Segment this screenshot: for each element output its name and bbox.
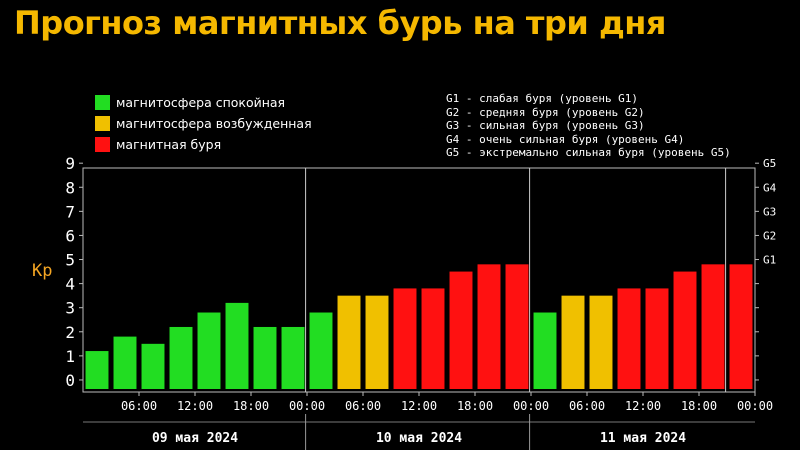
y-tick-label: 7	[65, 202, 75, 221]
day-label: 09 мая 2024	[152, 431, 238, 446]
g-axis-label: G3	[763, 205, 776, 218]
kp-bar	[421, 288, 445, 389]
legend-swatch-quiet	[95, 95, 110, 110]
x-tick-label: 00:00	[513, 399, 549, 413]
kp-bar	[197, 312, 221, 389]
g-scale-item-g3: G3 - сильная буря (уровень G3)	[446, 119, 645, 133]
x-tick-label: 00:00	[737, 399, 773, 413]
legend-swatch-storm	[95, 137, 110, 152]
kp-bar	[337, 295, 361, 389]
g-axis-label: G1	[763, 254, 776, 267]
y-tick-label: 8	[65, 178, 75, 197]
x-tick-label: 18:00	[681, 399, 717, 413]
kp-bar	[169, 326, 193, 389]
kp-bar	[393, 288, 417, 389]
color-legend: магнитосфера спокойная магнитосфера возб…	[95, 92, 312, 155]
legend-label-active: магнитосфера возбужденная	[116, 116, 312, 131]
kp-bar	[113, 336, 137, 389]
legend-item-active: магнитосфера возбужденная	[95, 113, 312, 134]
page-title: Прогноз магнитных бурь на три дня	[14, 4, 666, 42]
kp-bar	[533, 312, 557, 389]
legend-swatch-active	[95, 116, 110, 131]
g-scale-item-g2: G2 - средняя буря (уровень G2)	[446, 105, 645, 119]
g-axis-label: G5	[763, 157, 776, 170]
y-axis-label: Kp	[32, 261, 52, 281]
y-tick-label: 3	[65, 299, 75, 318]
kp-bar	[617, 288, 641, 389]
legend-label-quiet: магнитосфера спокойная	[116, 95, 286, 110]
kp-bar	[505, 264, 529, 389]
kp-bar	[253, 326, 277, 389]
y-tick-label: 2	[65, 323, 75, 342]
x-tick-label: 12:00	[625, 399, 661, 413]
kp-bar	[673, 271, 697, 389]
kp-bar	[729, 264, 753, 389]
x-tick-label: 06:00	[121, 399, 157, 413]
kp-bar	[589, 295, 613, 389]
kp-bar	[477, 264, 501, 389]
g-scale-legend: G1 - слабая буря (уровень G1) G2 - средн…	[446, 92, 731, 160]
x-tick-label: 12:00	[401, 399, 437, 413]
legend-item-storm: магнитная буря	[95, 134, 312, 155]
kp-bar	[225, 302, 249, 389]
kp-bar	[365, 295, 389, 389]
kp-bar	[645, 288, 669, 389]
g-scale-item-g5: G5 - экстремально сильная буря (уровень …	[446, 146, 731, 160]
y-tick-label: 9	[65, 154, 75, 173]
x-tick-label: 18:00	[233, 399, 269, 413]
y-tick-label: 6	[65, 226, 75, 245]
day-label: 10 мая 2024	[376, 431, 462, 446]
x-tick-label: 00:00	[289, 399, 325, 413]
kp-bar	[281, 326, 305, 389]
legend-label-storm: магнитная буря	[116, 137, 222, 152]
y-tick-label: 4	[65, 275, 75, 294]
kp-bar	[449, 271, 473, 389]
x-tick-label: 12:00	[177, 399, 213, 413]
x-tick-label: 06:00	[569, 399, 605, 413]
kp-bar	[309, 312, 333, 389]
g-scale-item-g1: G1 - слабая буря (уровень G1)	[446, 92, 639, 105]
kp-bar	[85, 351, 109, 389]
y-tick-label: 0	[65, 371, 75, 390]
kp-bar	[561, 295, 585, 389]
g-axis-label: G2	[763, 229, 776, 242]
kp-bar	[701, 264, 725, 389]
g-axis-label: G4	[763, 181, 777, 194]
kp-bar	[141, 343, 165, 389]
y-tick-label: 5	[65, 251, 75, 270]
day-label: 11 мая 2024	[600, 431, 686, 446]
legend-item-quiet: магнитосфера спокойная	[95, 92, 312, 113]
y-tick-label: 1	[65, 347, 75, 366]
g-scale-item-g4: G4 - очень сильная буря (уровень G4)	[446, 132, 685, 146]
x-tick-label: 06:00	[345, 399, 381, 413]
x-tick-label: 18:00	[457, 399, 493, 413]
